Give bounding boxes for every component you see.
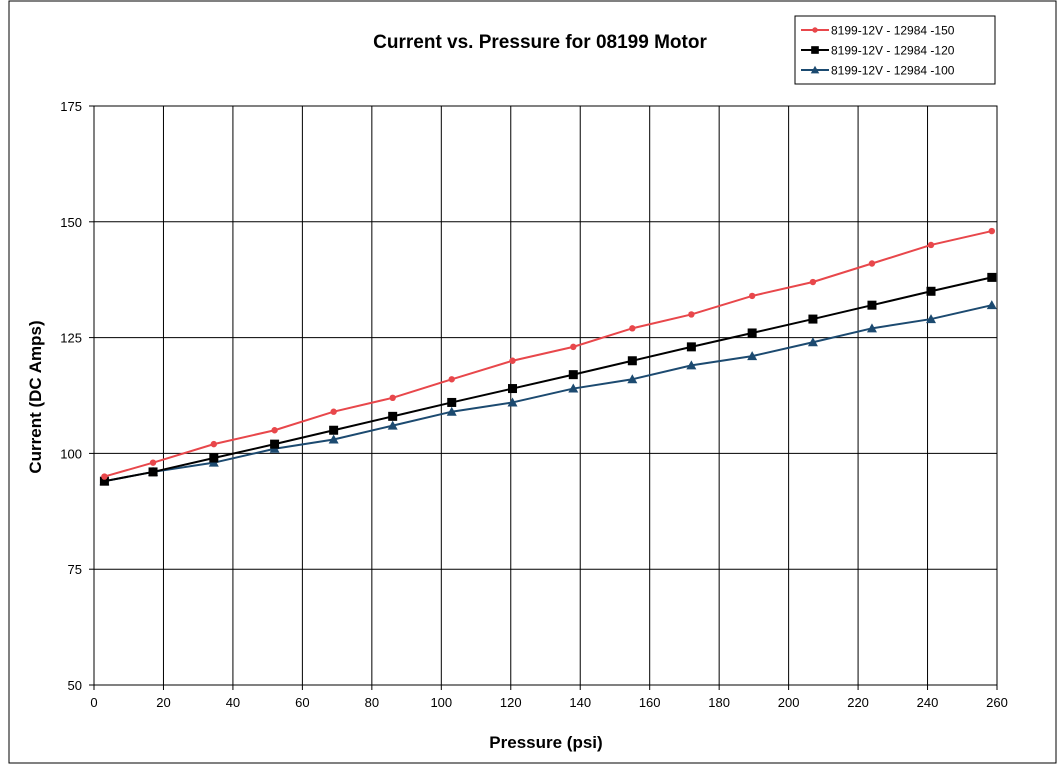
y-tick-label: 50 [68,678,82,693]
legend-label: 8199-12V - 12984 -100 [831,64,955,78]
y-tick-label: 75 [68,562,82,577]
data-point [149,459,157,466]
data-point [387,420,398,430]
series-line [104,304,993,483]
x-tick-label: 40 [226,695,240,710]
data-point [927,241,935,249]
x-axis-label: Pressure (psi) [489,733,602,752]
data-point [747,328,757,338]
data-point [627,356,637,366]
data-point [807,337,818,347]
data-point [868,260,876,267]
data-point [629,325,636,332]
data-point [330,408,337,415]
data-point [686,342,696,352]
data-point [688,311,695,318]
y-tick-label: 125 [60,331,82,346]
data-point [568,370,578,380]
data-point [148,467,158,477]
y-tick-label: 100 [60,446,82,461]
data-point [809,278,817,286]
data-point [508,384,518,394]
x-tick-label: 260 [986,695,1008,710]
data-point [507,397,518,407]
series-line [104,276,993,483]
data-point [448,376,455,383]
data-point [446,406,457,416]
data-point [99,476,109,486]
data-point [209,453,219,463]
data-point [447,397,457,407]
data-point [388,411,398,421]
data-point [389,394,396,402]
x-tick-label: 100 [430,695,452,710]
legend-marker [811,46,819,54]
data-point [328,434,339,444]
legend-marker [810,65,820,74]
data-point [808,314,818,324]
series-line [104,230,993,478]
x-tick-label: 160 [639,695,661,710]
data-point [686,360,697,370]
data-point [926,286,936,296]
data-point [748,292,756,300]
data-point [866,323,877,333]
legend: 8199-12V - 12984 -150 8199-12V - 12984 -1… [794,15,996,85]
x-tick-label: 220 [847,695,869,710]
data-point [210,440,218,448]
x-tick-label: 180 [708,695,730,710]
data-point [867,300,877,310]
plot-area: 0 20 40 60 80 100 120 140 160 180 200 220 240 260 50 75… [60,99,1008,710]
data-point [271,427,278,434]
y-tick-label: 150 [60,215,82,230]
x-tick-label: 0 [90,695,97,710]
chart-title: Current vs. Pressure for 08199 Motor [373,32,707,53]
data-point [270,439,280,449]
data-point [568,383,579,393]
data-point [570,343,577,351]
data-point [988,227,995,235]
data-point [509,357,516,364]
data-point [101,473,108,480]
legend-label: 8199-12V - 12984 -120 [831,44,955,58]
x-tick-label: 60 [295,695,309,710]
y-tick-label: 175 [60,99,82,114]
x-tick-label: 140 [569,695,591,710]
data-point [329,425,339,435]
data-point [986,300,997,310]
data-point [747,351,758,361]
y-axis-label: Current (DC Amps) [26,320,45,473]
legend-marker [812,27,818,33]
legend-label: 8199-12V - 12984 -150 [831,24,955,38]
x-tick-label: 240 [917,695,939,710]
data-point [926,314,937,324]
data-point [987,272,997,282]
x-tick-label: 20 [156,695,170,710]
x-tick-label: 80 [365,695,379,710]
x-tick-label: 120 [500,695,522,710]
data-point [627,374,638,384]
x-tick-label: 200 [778,695,800,710]
